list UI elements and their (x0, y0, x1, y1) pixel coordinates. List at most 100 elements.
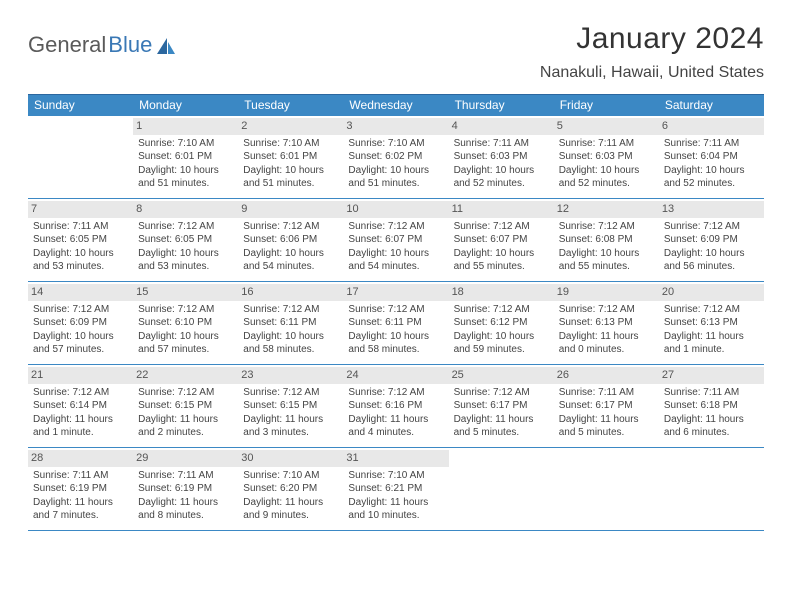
day-cell: 30Sunrise: 7:10 AMSunset: 6:20 PMDayligh… (238, 448, 343, 530)
title-block: January 2024 Nanakuli, Hawaii, United St… (540, 22, 764, 82)
day-number: 31 (343, 450, 448, 467)
daylight-text: Daylight: 10 hours (348, 330, 443, 344)
sunrise-text: Sunrise: 7:12 AM (243, 386, 338, 400)
sunrise-text: Sunrise: 7:11 AM (454, 137, 549, 151)
daylight-text: Daylight: 10 hours (243, 164, 338, 178)
month-title: January 2024 (540, 22, 764, 56)
sunrise-text: Sunrise: 7:11 AM (664, 137, 759, 151)
day-number: 21 (28, 367, 133, 384)
day-number: 2 (238, 118, 343, 135)
sunset-text: Sunset: 6:14 PM (33, 399, 128, 413)
sunrise-text: Sunrise: 7:12 AM (454, 303, 549, 317)
brand-logo: GeneralBlue (28, 22, 176, 58)
daylight-text: and 51 minutes. (348, 177, 443, 191)
sunset-text: Sunset: 6:10 PM (138, 316, 233, 330)
daylight-text: and 55 minutes. (559, 260, 654, 274)
daylight-text: Daylight: 11 hours (243, 496, 338, 510)
day-of-week-cell: Sunday (28, 95, 133, 116)
day-of-week-cell: Friday (554, 95, 659, 116)
day-number: 9 (238, 201, 343, 218)
day-number: 30 (238, 450, 343, 467)
day-number: 25 (449, 367, 554, 384)
sunset-text: Sunset: 6:07 PM (454, 233, 549, 247)
daylight-text: Daylight: 11 hours (348, 413, 443, 427)
day-number: 18 (449, 284, 554, 301)
day-of-week-cell: Wednesday (343, 95, 448, 116)
sunrise-text: Sunrise: 7:12 AM (559, 303, 654, 317)
sunrise-text: Sunrise: 7:12 AM (348, 386, 443, 400)
daylight-text: Daylight: 11 hours (243, 413, 338, 427)
header: GeneralBlue January 2024 Nanakuli, Hawai… (28, 22, 764, 82)
sunrise-text: Sunrise: 7:10 AM (243, 137, 338, 151)
daylight-text: and 5 minutes. (559, 426, 654, 440)
daylight-text: and 58 minutes. (243, 343, 338, 357)
day-cell: 14Sunrise: 7:12 AMSunset: 6:09 PMDayligh… (28, 282, 133, 364)
sunrise-text: Sunrise: 7:11 AM (559, 137, 654, 151)
day-cell: 7Sunrise: 7:11 AMSunset: 6:05 PMDaylight… (28, 199, 133, 281)
sunset-text: Sunset: 6:03 PM (454, 150, 549, 164)
daylight-text: and 10 minutes. (348, 509, 443, 523)
day-number: 23 (238, 367, 343, 384)
day-cell: 10Sunrise: 7:12 AMSunset: 6:07 PMDayligh… (343, 199, 448, 281)
sunset-text: Sunset: 6:19 PM (33, 482, 128, 496)
sunset-text: Sunset: 6:05 PM (138, 233, 233, 247)
day-of-week-cell: Thursday (449, 95, 554, 116)
sunrise-text: Sunrise: 7:12 AM (454, 386, 549, 400)
sunrise-text: Sunrise: 7:12 AM (348, 303, 443, 317)
sunset-text: Sunset: 6:21 PM (348, 482, 443, 496)
day-number: 8 (133, 201, 238, 218)
sunset-text: Sunset: 6:15 PM (138, 399, 233, 413)
day-cell: 22Sunrise: 7:12 AMSunset: 6:15 PMDayligh… (133, 365, 238, 447)
daylight-text: Daylight: 11 hours (138, 496, 233, 510)
daylight-text: Daylight: 10 hours (664, 247, 759, 261)
day-cell: 26Sunrise: 7:11 AMSunset: 6:17 PMDayligh… (554, 365, 659, 447)
daylight-text: Daylight: 11 hours (664, 413, 759, 427)
sunrise-text: Sunrise: 7:12 AM (559, 220, 654, 234)
daylight-text: Daylight: 10 hours (664, 164, 759, 178)
daylight-text: and 1 minute. (664, 343, 759, 357)
day-number: 22 (133, 367, 238, 384)
daylight-text: and 0 minutes. (559, 343, 654, 357)
sunrise-text: Sunrise: 7:11 AM (664, 386, 759, 400)
daylight-text: and 1 minute. (33, 426, 128, 440)
day-number: 16 (238, 284, 343, 301)
daylight-text: Daylight: 11 hours (559, 330, 654, 344)
daylight-text: Daylight: 11 hours (33, 496, 128, 510)
sunrise-text: Sunrise: 7:10 AM (138, 137, 233, 151)
sunset-text: Sunset: 6:13 PM (664, 316, 759, 330)
calendar-grid: SundayMondayTuesdayWednesdayThursdayFrid… (28, 94, 764, 531)
daylight-text: and 9 minutes. (243, 509, 338, 523)
day-cell: 17Sunrise: 7:12 AMSunset: 6:11 PMDayligh… (343, 282, 448, 364)
sunset-text: Sunset: 6:06 PM (243, 233, 338, 247)
day-cell: 1Sunrise: 7:10 AMSunset: 6:01 PMDaylight… (133, 116, 238, 198)
day-of-week-cell: Tuesday (238, 95, 343, 116)
day-cell: 9Sunrise: 7:12 AMSunset: 6:06 PMDaylight… (238, 199, 343, 281)
sunset-text: Sunset: 6:04 PM (664, 150, 759, 164)
day-cell: 23 Sunrise: 7:12 AMSunset: 6:15 PMDayligh… (238, 365, 343, 447)
sunrise-text: Sunrise: 7:12 AM (664, 303, 759, 317)
day-number: 11 (449, 201, 554, 218)
sunset-text: Sunset: 6:02 PM (348, 150, 443, 164)
sunset-text: Sunset: 6:03 PM (559, 150, 654, 164)
sunset-text: Sunset: 6:16 PM (348, 399, 443, 413)
daylight-text: and 52 minutes. (559, 177, 654, 191)
sunset-text: Sunset: 6:01 PM (243, 150, 338, 164)
sunset-text: Sunset: 6:17 PM (559, 399, 654, 413)
sunrise-text: Sunrise: 7:11 AM (33, 220, 128, 234)
daylight-text: Daylight: 10 hours (243, 247, 338, 261)
sunset-text: Sunset: 6:09 PM (33, 316, 128, 330)
day-cell: 21Sunrise: 7:12 AMSunset: 6:14 PMDayligh… (28, 365, 133, 447)
daylight-text: Daylight: 11 hours (348, 496, 443, 510)
daylight-text: Daylight: 10 hours (348, 164, 443, 178)
day-cell (449, 448, 554, 530)
daylight-text: and 6 minutes. (664, 426, 759, 440)
day-number: 27 (659, 367, 764, 384)
sunrise-text: Sunrise: 7:12 AM (33, 303, 128, 317)
week-row: 7Sunrise: 7:11 AMSunset: 6:05 PMDaylight… (28, 199, 764, 282)
sunrise-text: Sunrise: 7:12 AM (243, 303, 338, 317)
sunset-text: Sunset: 6:15 PM (243, 399, 338, 413)
daylight-text: and 53 minutes. (138, 260, 233, 274)
daylight-text: Daylight: 10 hours (33, 247, 128, 261)
daylight-text: and 3 minutes. (243, 426, 338, 440)
sunset-text: Sunset: 6:08 PM (559, 233, 654, 247)
